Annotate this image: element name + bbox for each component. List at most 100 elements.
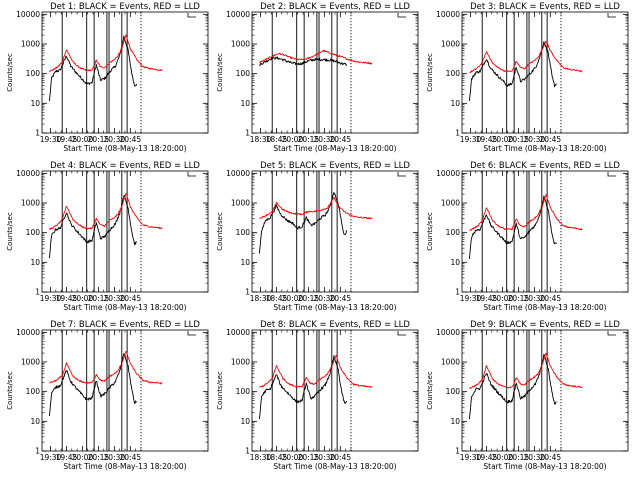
x-tick-label: 20:00 — [492, 135, 514, 144]
y-axis-label: Counts/sec — [6, 53, 14, 92]
events-series-line — [468, 353, 557, 420]
x-tick-label: 18:30 — [250, 135, 272, 144]
y-tick-label: 1000 — [231, 199, 250, 208]
x-tick-label: 20:00 — [282, 453, 304, 462]
y-tick-label: 100 — [26, 387, 41, 396]
x-tick-label: 20:30 — [314, 294, 336, 303]
x-tick-label: 20:15 — [88, 135, 110, 144]
y-tick-label: 10000 — [16, 169, 40, 178]
corner-marker — [397, 172, 406, 177]
x-tick-label: 20:45 — [120, 135, 142, 144]
detector-panel: Det 8: BLACK = Events, RED = LLD 1 10 100 10… — [216, 320, 419, 471]
x-tick-label: 20:00 — [492, 453, 514, 462]
y-axis-label: Counts/sec — [216, 371, 224, 410]
y-tick-label: 1 — [455, 447, 460, 456]
x-tick-label: 20:15 — [88, 453, 110, 462]
y-axis-label: Counts/sec — [426, 371, 434, 410]
y-tick-label: 10 — [30, 417, 40, 426]
y-axis-label: Counts/sec — [6, 371, 14, 410]
y-tick-label: 100 — [236, 228, 251, 237]
y-tick-label: 10000 — [436, 328, 460, 337]
detector-panel: Det 5: BLACK = Events, RED = LLD 1 10 100 10… — [216, 161, 419, 312]
x-tick-label: 19:45 — [476, 294, 498, 303]
x-tick-label: 20:15 — [298, 453, 320, 462]
y-tick-label: 1 — [35, 447, 40, 456]
panel-title: Det 3: BLACK = Events, RED = LLD — [470, 2, 620, 12]
x-tick-label: 20:30 — [104, 294, 126, 303]
x-tick-label: 20:45 — [120, 294, 142, 303]
x-tick-label: 20:30 — [314, 453, 336, 462]
x-tick-label: 19:45 — [476, 135, 498, 144]
events-series-line — [259, 56, 348, 67]
x-tick-label: 19:45 — [56, 294, 78, 303]
x-tick-label: 20:15 — [508, 135, 530, 144]
x-axis-label: Start Time (08-May-13 18:20:00) — [483, 144, 606, 153]
y-tick-label: 1 — [245, 288, 250, 297]
y-tick-label: 10000 — [16, 328, 40, 337]
y-tick-label: 1000 — [21, 40, 40, 49]
lld-series-line — [49, 193, 163, 230]
y-tick-label: 10000 — [226, 328, 250, 337]
panel-title: Det 7: BLACK = Events, RED = LLD — [50, 320, 200, 330]
y-tick-label: 10000 — [16, 10, 40, 19]
x-tick-label: 20:15 — [88, 294, 110, 303]
lld-series-line — [469, 40, 583, 74]
panel-title: Det 6: BLACK = Events, RED = LLD — [470, 161, 620, 171]
panel-title: Det 2: BLACK = Events, RED = LLD — [260, 2, 410, 12]
panel-title: Det 5: BLACK = Events, RED = LLD — [260, 161, 410, 171]
y-tick-label: 10 — [450, 417, 460, 426]
y-tick-label: 1 — [35, 288, 40, 297]
lld-series-line — [49, 34, 163, 73]
x-tick-label: 19:30 — [40, 294, 62, 303]
y-tick-label: 100 — [446, 387, 461, 396]
y-axis-label: Counts/sec — [6, 212, 14, 251]
detector-panel: Det 2: BLACK = Events, RED = LLD 1 10 100 10… — [216, 2, 419, 153]
x-tick-label: 20:00 — [72, 453, 94, 462]
x-tick-label: 19:30 — [460, 453, 482, 462]
y-tick-label: 1 — [245, 129, 250, 138]
y-tick-label: 1 — [35, 129, 40, 138]
x-tick-label: 19:30 — [460, 294, 482, 303]
y-tick-label: 100 — [446, 69, 461, 78]
panel-title: Det 1: BLACK = Events, RED = LLD — [50, 2, 200, 12]
x-tick-label: 20:45 — [330, 135, 352, 144]
x-axis-label: Start Time (08-May-13 18:20:00) — [273, 462, 396, 471]
corner-marker — [187, 13, 196, 18]
x-tick-label: 19:30 — [40, 135, 62, 144]
y-tick-label: 100 — [236, 69, 251, 78]
x-axis-label: Start Time (08-May-13 18:20:00) — [483, 462, 606, 471]
panel-title: Det 4: BLACK = Events, RED = LLD — [50, 161, 200, 171]
x-tick-label: 19:30 — [40, 453, 62, 462]
y-tick-label: 100 — [446, 228, 461, 237]
x-tick-label: 19:45 — [56, 453, 78, 462]
x-axis-label: Start Time (08-May-13 18:20:00) — [63, 303, 186, 312]
x-tick-label: 20:00 — [282, 294, 304, 303]
x-tick-label: 18:45 — [266, 453, 288, 462]
x-axis-label: Start Time (08-May-13 18:20:00) — [273, 144, 396, 153]
x-tick-label: 20:30 — [104, 135, 126, 144]
y-axis-label: Counts/sec — [426, 53, 434, 92]
x-axis-label: Start Time (08-May-13 18:20:00) — [273, 303, 396, 312]
x-tick-label: 20:45 — [540, 135, 562, 144]
lld-series-line — [469, 352, 583, 389]
corner-marker — [607, 172, 616, 177]
lld-series-line — [259, 49, 373, 65]
y-tick-label: 100 — [26, 228, 41, 237]
lld-series-line — [49, 350, 163, 385]
x-tick-label: 20:15 — [298, 135, 320, 144]
y-tick-label: 10 — [240, 417, 250, 426]
x-tick-label: 18:30 — [250, 294, 272, 303]
lld-series-line — [259, 354, 373, 388]
corner-marker — [607, 13, 616, 18]
y-tick-label: 10 — [240, 258, 250, 267]
events-series-line — [48, 353, 137, 417]
corner-marker — [187, 172, 196, 177]
x-tick-label: 18:45 — [266, 135, 288, 144]
y-tick-label: 10000 — [226, 10, 250, 19]
x-tick-label: 20:15 — [508, 294, 530, 303]
y-tick-label: 10 — [240, 99, 250, 108]
x-tick-label: 20:00 — [492, 294, 514, 303]
x-tick-label: 20:45 — [330, 453, 352, 462]
panel-title: Det 8: BLACK = Events, RED = LLD — [260, 320, 410, 330]
